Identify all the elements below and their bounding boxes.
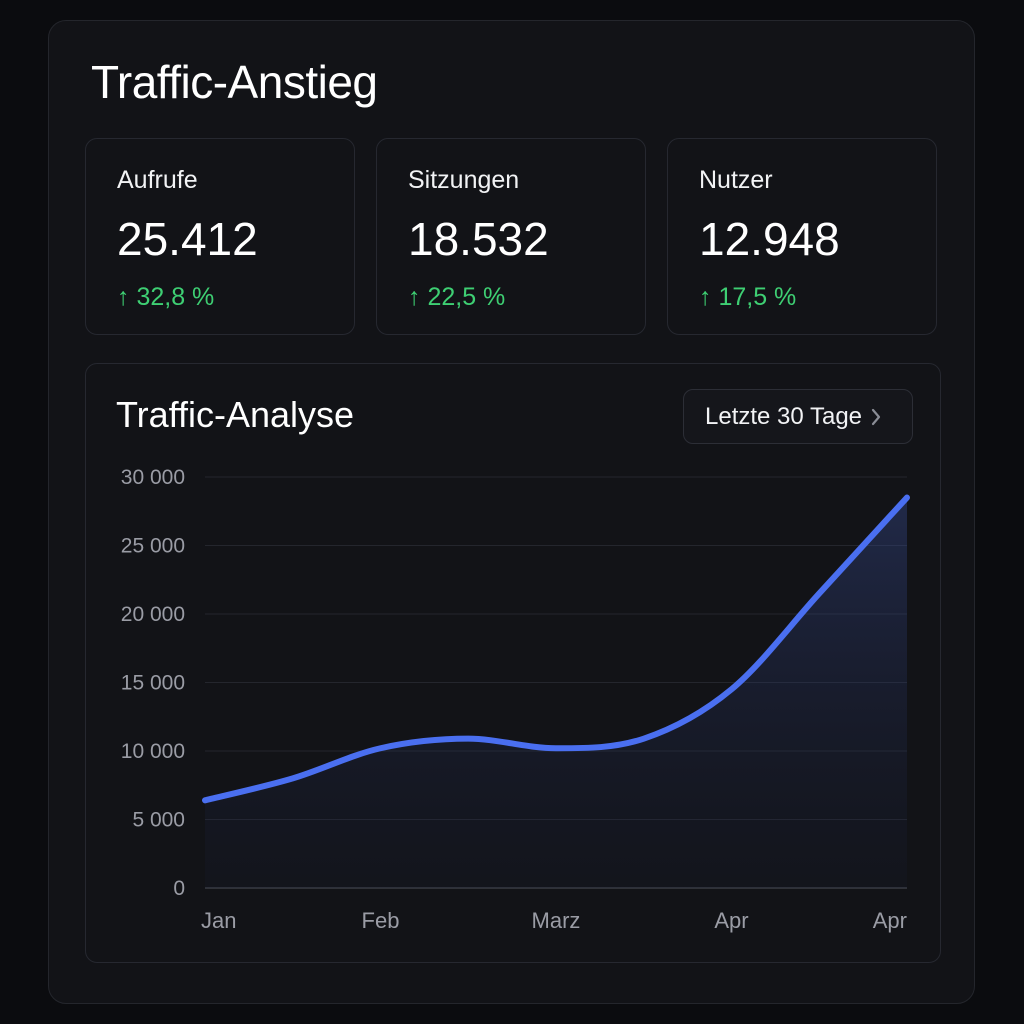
page-title: Traffic-Anstieg: [91, 56, 378, 108]
date-range-label: Letzte 30 Tage: [705, 402, 863, 430]
stat-label: Aufrufe: [117, 166, 198, 194]
traffic-chart-card: Traffic-Analyse Letzte 30 Tage: [85, 363, 941, 963]
stat-change: ↑ 32,8 %: [117, 283, 215, 311]
stat-card-aufrufe: Aufrufe 25.412 ↑ 32,8 %: [85, 138, 355, 335]
stat-card-nutzer: Nutzer 12.948 ↑ 17,5 %: [667, 138, 937, 335]
stat-change: ↑ 22,5 %: [408, 283, 506, 311]
date-range-button[interactable]: Letzte 30 Tage: [683, 389, 913, 444]
stat-label: Nutzer: [699, 166, 773, 194]
stat-card-sitzungen: Sitzungen 18.532 ↑ 22,5 %: [376, 138, 646, 335]
stat-change: ↑ 17,5 %: [699, 283, 797, 311]
stat-value: 12.948: [699, 213, 840, 265]
stat-label: Sitzungen: [408, 166, 520, 194]
stat-value: 25.412: [117, 213, 258, 265]
chart-title: Traffic-Analyse: [116, 394, 355, 435]
dashboard-panel: Traffic-Anstieg Aufrufe 25.412 ↑ 32,8 % …: [48, 20, 975, 1004]
chevron-right-icon: [870, 407, 882, 427]
stat-value: 18.532: [408, 213, 549, 265]
